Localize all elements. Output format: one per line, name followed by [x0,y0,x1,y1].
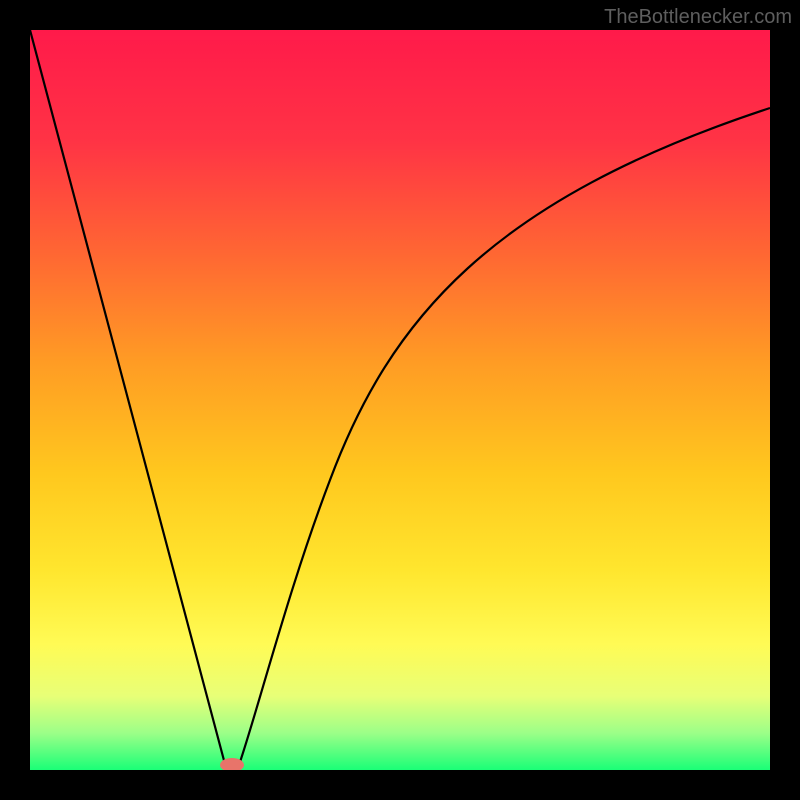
curve-left-segment [30,30,226,768]
curve-layer [30,30,770,770]
plot-area [30,30,770,770]
watermark-text: TheBottlenecker.com [604,6,792,29]
canvas: TheBottlenecker.com [0,0,800,800]
curve-right-segment [238,108,770,768]
